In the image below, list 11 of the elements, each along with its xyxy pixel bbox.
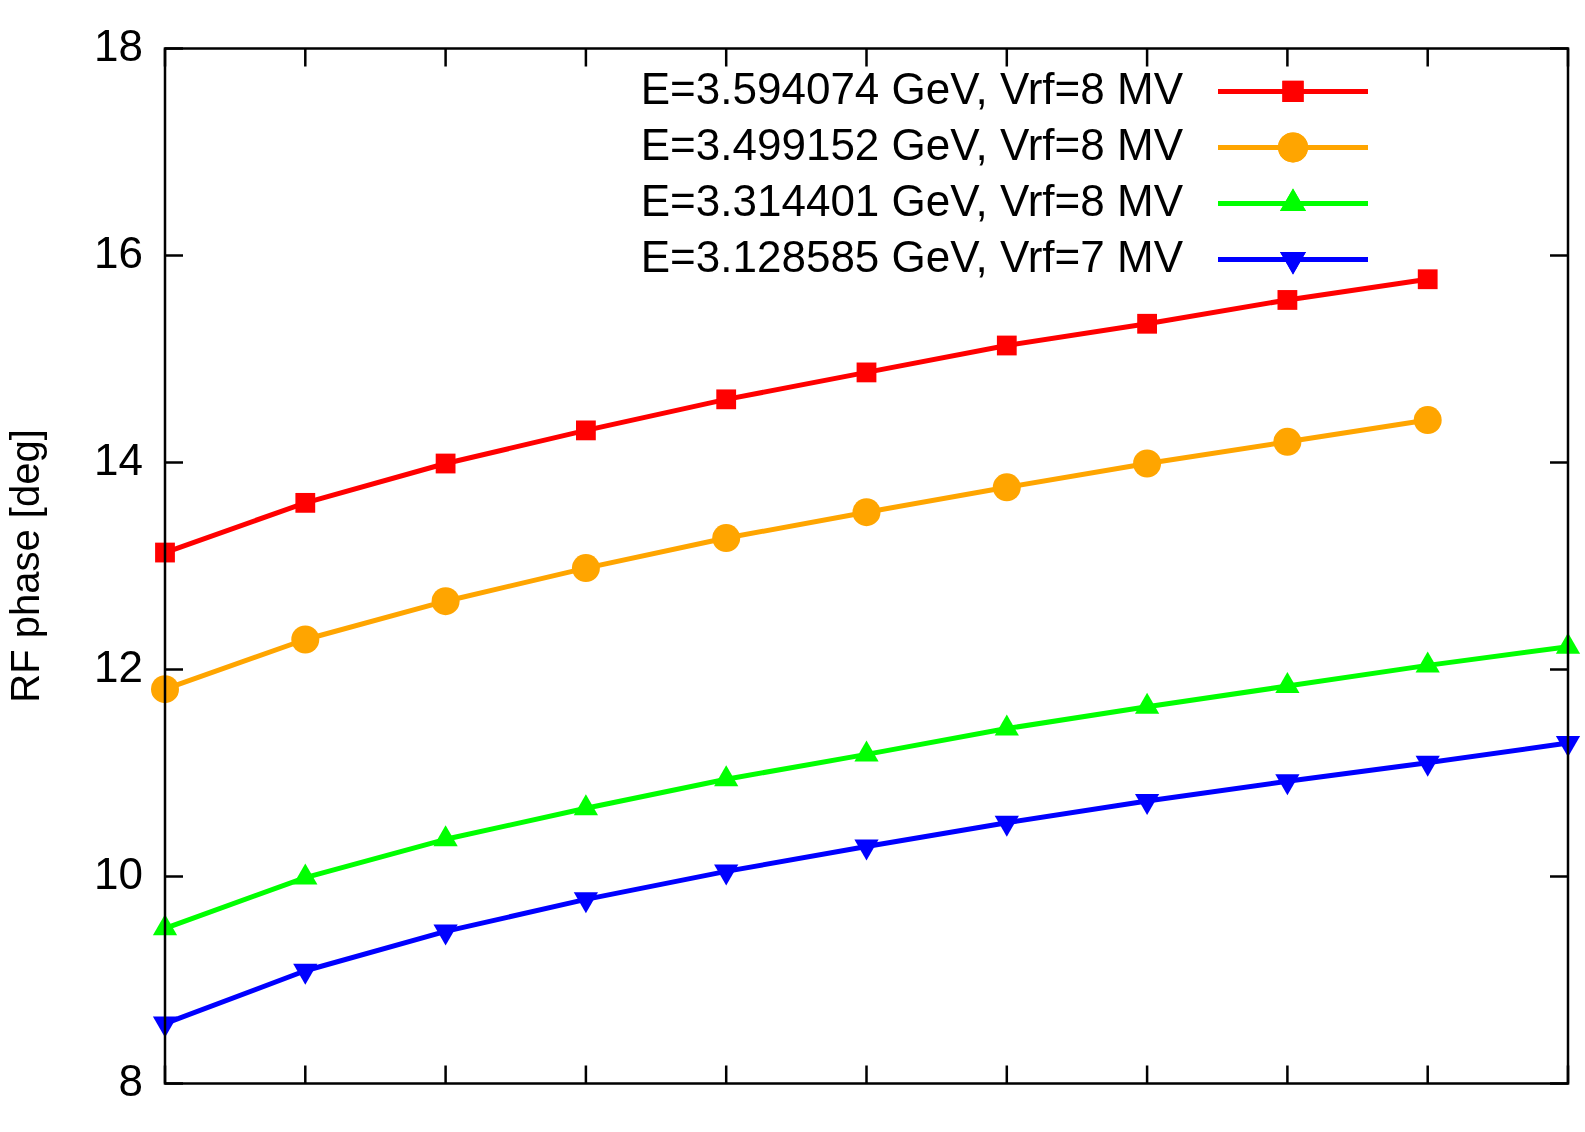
legend-label: E=3.499152 GeV, Vrf=8 MV: [640, 119, 1184, 169]
y-tick-label: 14: [94, 434, 143, 484]
legend-label: E=3.594074 GeV, Vrf=8 MV: [640, 63, 1184, 113]
y-tick-label: 8: [118, 1055, 143, 1105]
y-tick-label: 16: [94, 227, 143, 277]
legend-label: E=3.314401 GeV, Vrf=8 MV: [640, 175, 1184, 225]
y-tick-label: 12: [94, 641, 143, 691]
legend-label: E=3.128585 GeV, Vrf=7 MV: [640, 231, 1184, 281]
y-axis-title: RF phase [deg]: [3, 429, 48, 703]
y-tick-label: 10: [94, 848, 143, 898]
y-tick-label: 18: [94, 20, 143, 70]
